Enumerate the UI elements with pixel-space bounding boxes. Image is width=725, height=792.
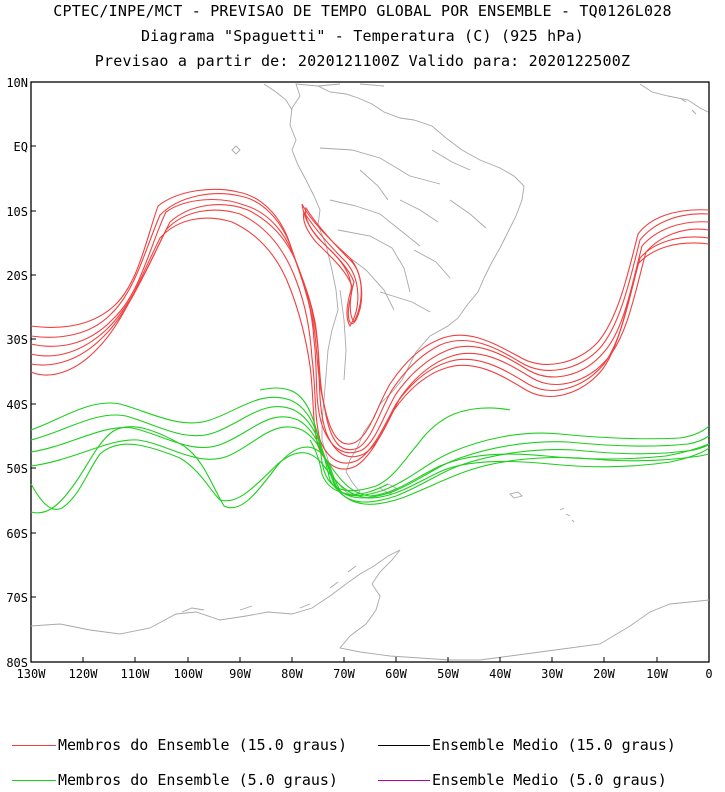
lat-label: 20S (6, 269, 28, 283)
lat-label: 50S (6, 462, 28, 476)
lon-labels: 130W 120W 110W 100W 90W 80W 70W 60W 50W … (17, 667, 713, 681)
lon-axis (30, 657, 710, 662)
lon-label: 70W (333, 667, 355, 681)
lat-labels: 10N EQ 10S 20S 30S 40S 50S 60S 70S 80S (6, 76, 28, 670)
green-member-line (30, 405, 710, 499)
plot-frame (30, 81, 710, 663)
lon-label: 80W (281, 667, 303, 681)
red-member-line (302, 210, 359, 328)
green-member-line (309, 439, 389, 495)
legend-label-purple-mean: Ensemble Medio (5.0 graus) (432, 771, 667, 789)
legend-swatch-purple (378, 780, 430, 781)
lat-label: 10N (6, 76, 28, 90)
lat-label: 70S (6, 591, 28, 605)
red-members (30, 188, 710, 470)
title-line-1: CPTEC/INPE/MCT - PREVISAO DE TEMPO GLOBA… (53, 2, 672, 20)
lon-label: 10W (646, 667, 668, 681)
lon-label: 120W (69, 667, 99, 681)
legend-label-black-mean: Ensemble Medio (15.0 graus) (432, 736, 676, 754)
coastlines (30, 83, 710, 661)
legend-label-red-members: Membros do Ensemble (15.0 graus) (58, 736, 347, 754)
red-member-line (30, 188, 710, 445)
lon-label: 50W (437, 667, 459, 681)
red-member-line (30, 204, 710, 458)
lon-label: 60W (385, 667, 407, 681)
lon-label: 0 (705, 667, 712, 681)
lon-label: 100W (174, 667, 204, 681)
country-borders (319, 147, 487, 381)
antarctica-coast (30, 549, 710, 661)
lat-label: 40S (6, 398, 28, 412)
lon-label: 40W (489, 667, 511, 681)
lon-label: 90W (229, 667, 251, 681)
lat-label: EQ (14, 140, 28, 154)
green-members (30, 387, 710, 514)
title-line-2: Diagrama "Spaguetti" - Temperatura (C) (… (140, 27, 585, 45)
lon-label: 30W (541, 667, 563, 681)
legend-swatch-red (12, 745, 56, 746)
green-member-line (30, 416, 710, 503)
lon-label: 130W (17, 667, 47, 681)
central-america-coast (263, 83, 385, 111)
red-member-line (30, 193, 710, 451)
africa-coast (639, 83, 709, 113)
green-member-line (30, 396, 710, 497)
lat-label: 80S (6, 656, 28, 670)
lon-label: 20W (593, 667, 615, 681)
lat-label: 60S (6, 527, 28, 541)
lat-label: 10S (6, 205, 28, 219)
green-member-line (30, 443, 710, 510)
lon-label: 110W (121, 667, 151, 681)
red-member-line (30, 198, 710, 454)
legend-swatch-green (12, 780, 56, 781)
title-line-3: Previsao a partir de: 2020121100Z Valido… (94, 52, 631, 70)
red-member-line (30, 217, 710, 470)
green-member-line (259, 387, 511, 492)
lat-axis (31, 81, 36, 663)
green-member-line (30, 426, 710, 505)
green-member-line (30, 426, 710, 514)
south-america-coast (289, 83, 525, 497)
legend-swatch-black (378, 745, 430, 746)
red-member-line (304, 206, 362, 324)
legend-label-green-members: Membros do Ensemble (5.0 graus) (58, 771, 338, 789)
lat-label: 30S (6, 333, 28, 347)
red-member-line (30, 209, 710, 464)
